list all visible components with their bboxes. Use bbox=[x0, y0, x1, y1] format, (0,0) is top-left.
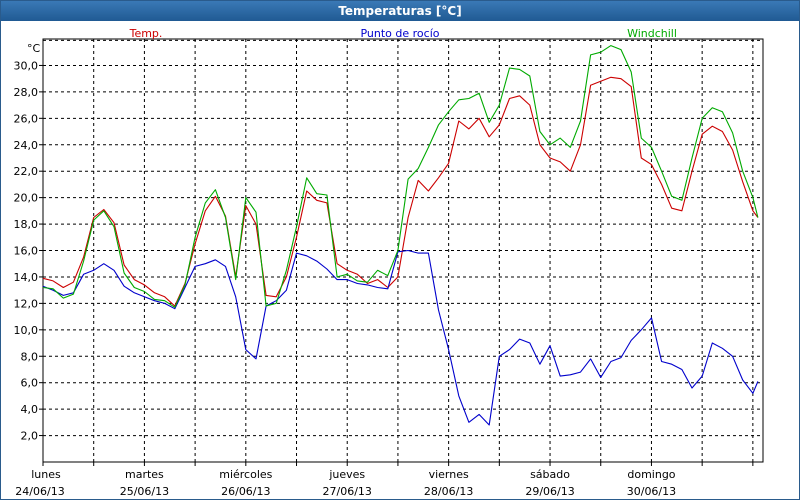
y-tick-label: 6,0 bbox=[21, 377, 39, 390]
y-tick-label: 12,0 bbox=[14, 297, 39, 310]
window-title: Temperaturas [°C] bbox=[1, 1, 799, 21]
y-tick-label: 20,0 bbox=[14, 192, 39, 205]
y-tick-label: 4,0 bbox=[21, 403, 39, 416]
series-dewpoint-line bbox=[42, 249, 759, 426]
y-tick-label: 28,0 bbox=[14, 86, 39, 99]
x-day-label: viernes bbox=[429, 468, 469, 481]
legend-windchill: Windchill bbox=[627, 27, 677, 40]
x-date-label: 26/06/13 bbox=[221, 485, 270, 498]
x-day-label: sábado bbox=[530, 468, 570, 481]
series-temp-line bbox=[42, 76, 759, 307]
x-date-label: 27/06/13 bbox=[323, 485, 372, 498]
x-day-label: martes bbox=[125, 468, 164, 481]
x-date-label: 28/06/13 bbox=[424, 485, 473, 498]
y-tick-label: 14,0 bbox=[14, 271, 39, 284]
y-tick-label: 18,0 bbox=[14, 218, 39, 231]
y-tick-label: 30,0 bbox=[14, 59, 39, 72]
y-unit-label: °C bbox=[27, 42, 41, 55]
x-day-label: jueves bbox=[328, 468, 365, 481]
x-day-label: domingo bbox=[627, 468, 675, 481]
legend-dewpoint: Punto de rocío bbox=[360, 27, 439, 40]
y-tick-label: 16,0 bbox=[14, 245, 39, 258]
series-windchill-line bbox=[42, 45, 759, 308]
x-date-label: 24/06/13 bbox=[15, 485, 64, 498]
y-tick-label: 2,0 bbox=[21, 430, 39, 443]
x-date-label: 25/06/13 bbox=[120, 485, 169, 498]
y-tick-label: 26,0 bbox=[14, 112, 39, 125]
y-tick-label: 24,0 bbox=[14, 139, 39, 152]
y-tick-label: 22,0 bbox=[14, 165, 39, 178]
legend-temp: Temp. bbox=[129, 27, 163, 40]
x-day-label: lunes bbox=[31, 468, 61, 481]
x-date-label: 30/06/13 bbox=[627, 485, 676, 498]
y-tick-label: 10,0 bbox=[14, 324, 39, 337]
y-tick-label: 8,0 bbox=[21, 350, 39, 363]
x-date-label: 29/06/13 bbox=[525, 485, 574, 498]
x-day-label: miércoles bbox=[219, 468, 272, 481]
